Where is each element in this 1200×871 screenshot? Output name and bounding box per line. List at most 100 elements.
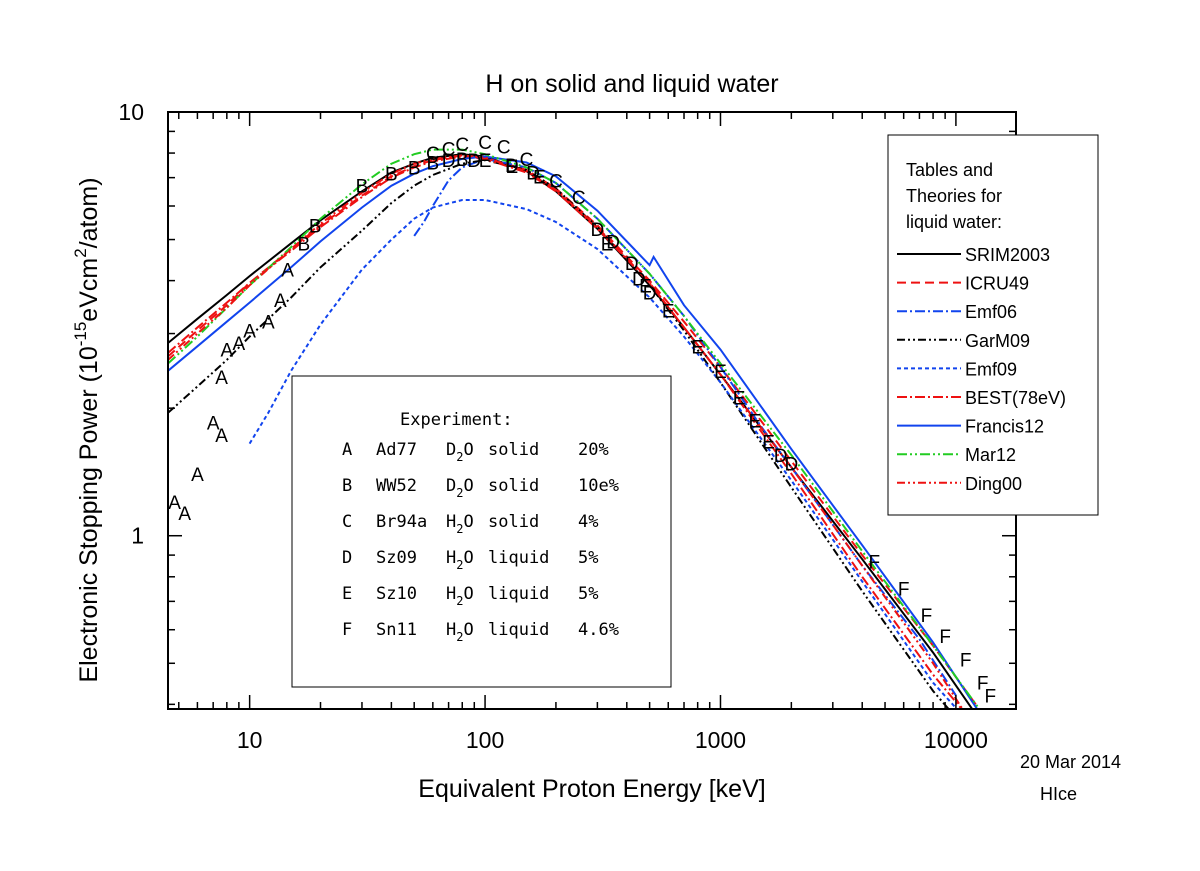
legend-title-line-3: liquid water: [906, 212, 1002, 232]
marker-b: B [456, 150, 469, 171]
experiment-molecule: H2O [446, 620, 474, 644]
marker-f: F [868, 552, 880, 573]
x-tick-label: 10 [237, 727, 263, 753]
marker-d: D [467, 151, 481, 172]
experiment-box-frame [291, 375, 672, 688]
experiment-molecule: H2O [446, 584, 474, 608]
marker-b: B [298, 234, 311, 255]
experiment-letter: B [342, 476, 352, 496]
experiment-ref: Ad77 [376, 440, 417, 460]
experiment-row: C Br94a H2O solid 4% [342, 512, 598, 536]
x-tick-label: 10000 [924, 727, 988, 753]
marker-e: E [691, 337, 704, 358]
experiment-uncertainty: 5% [578, 548, 598, 568]
experiment-molecule: D2O [446, 476, 474, 500]
legend-label: Ding00 [965, 474, 1022, 494]
x-axis-label: Equivalent Proton Energy [keV] [418, 775, 765, 803]
legend-entry-emf06: Emf06 [897, 302, 1017, 322]
experiment-ref: Br94a [376, 512, 427, 532]
marker-a: A [281, 260, 294, 281]
legend-entry-emf09: Emf09 [897, 359, 1017, 379]
marker-f: F [939, 627, 951, 648]
marker-b: B [385, 165, 398, 186]
legend-label: Emf09 [965, 359, 1017, 379]
marker-e: E [601, 234, 614, 255]
legend-entry-francis12: Francis12 [897, 417, 1044, 437]
x-tick-label: 1000 [695, 727, 746, 753]
legend-entry-ding00: Ding00 [897, 474, 1022, 494]
experiment-uncertainty: 4.6% [578, 620, 619, 640]
experiment-phase: solid [488, 440, 539, 460]
legend-entry-garm09: GarM09 [897, 331, 1030, 351]
marker-a: A [168, 493, 181, 514]
legend-entry-icru49: ICRU49 [897, 274, 1029, 294]
legend-label: Mar12 [965, 445, 1016, 465]
marker-f: F [898, 580, 910, 601]
marker-a: A [220, 341, 233, 362]
code-stamp: HIce [1040, 784, 1077, 804]
marker-f: F [921, 606, 933, 627]
experiment-ref: Sn11 [376, 620, 417, 640]
marker-e: E [533, 167, 546, 188]
legend: Tables and Theories for liquid water: SR… [887, 134, 1099, 516]
marker-d: D [526, 163, 540, 184]
marker-b: B [309, 216, 322, 237]
marker-b: B [356, 177, 369, 198]
experiment-box-title: Experiment: [400, 410, 513, 430]
marker-e: E [714, 362, 727, 383]
experiment-phase: solid [488, 476, 539, 496]
experiment-phase: solid [488, 512, 539, 532]
y-tick-label: 1 [131, 523, 144, 549]
series-line-ding00 [168, 154, 964, 709]
marker-f: F [977, 674, 989, 695]
experiment-letter: A [342, 440, 352, 460]
experiment-molecule: H2O [446, 548, 474, 572]
series-line-emf09 [248, 199, 959, 709]
y-axis-label-exp1: -15 [71, 322, 90, 347]
marker-e: E [749, 412, 762, 433]
experiment-uncertainty: 4% [578, 512, 598, 532]
experiment-letter: D [342, 548, 352, 568]
marker-d: D [442, 151, 456, 172]
marker-d: D [591, 220, 605, 241]
legend-label: ICRU49 [965, 274, 1029, 294]
marker-c: C [572, 188, 586, 209]
marker-c: C [426, 144, 440, 165]
experiment-uncertainty: 20% [578, 440, 609, 460]
marker-f: F [960, 651, 972, 672]
marker-c: C [442, 140, 456, 161]
marker-a: A [191, 465, 204, 486]
marker-a: A [215, 426, 228, 447]
legend-frame [887, 134, 1099, 516]
marker-a: A [178, 504, 191, 525]
marker-d: D [625, 254, 639, 275]
marker-d: D [606, 232, 620, 253]
marker-d: D [774, 446, 788, 467]
legend-label: BEST(78eV) [965, 388, 1066, 408]
marker-b: B [426, 154, 439, 175]
y-axis-label: Electronic Stopping Power (10-15eVcm2/at… [71, 177, 103, 682]
marker-e: E [479, 151, 492, 172]
experiment-box: Experiment: A Ad77 D2O solid 20% B WW52 D2O soli… [291, 375, 672, 688]
marker-d: D [505, 156, 519, 177]
marker-e: E [733, 388, 746, 409]
legend-label: GarM09 [965, 331, 1030, 351]
y-axis-label-main: Electronic Stopping Power (10 [75, 346, 103, 682]
marker-e: E [762, 432, 775, 453]
marker-e: E [639, 276, 652, 297]
experiment-row: B WW52 D2O solid 10e% [342, 476, 619, 500]
marker-d: D [632, 269, 646, 290]
marker-d: D [784, 455, 798, 476]
marker-c: C [455, 135, 469, 156]
experiment-molecule: H2O [446, 512, 474, 536]
marker-c: C [549, 171, 563, 192]
marker-e: E [662, 302, 675, 323]
legend-entry-mar12: Mar12 [897, 445, 1016, 465]
marker-c: C [497, 137, 511, 158]
marker-c: C [520, 150, 534, 171]
date-stamp: 20 Mar 2014 [1020, 752, 1121, 772]
experiment-phase: liquid [488, 620, 549, 640]
series-line-emf06 [413, 157, 957, 696]
